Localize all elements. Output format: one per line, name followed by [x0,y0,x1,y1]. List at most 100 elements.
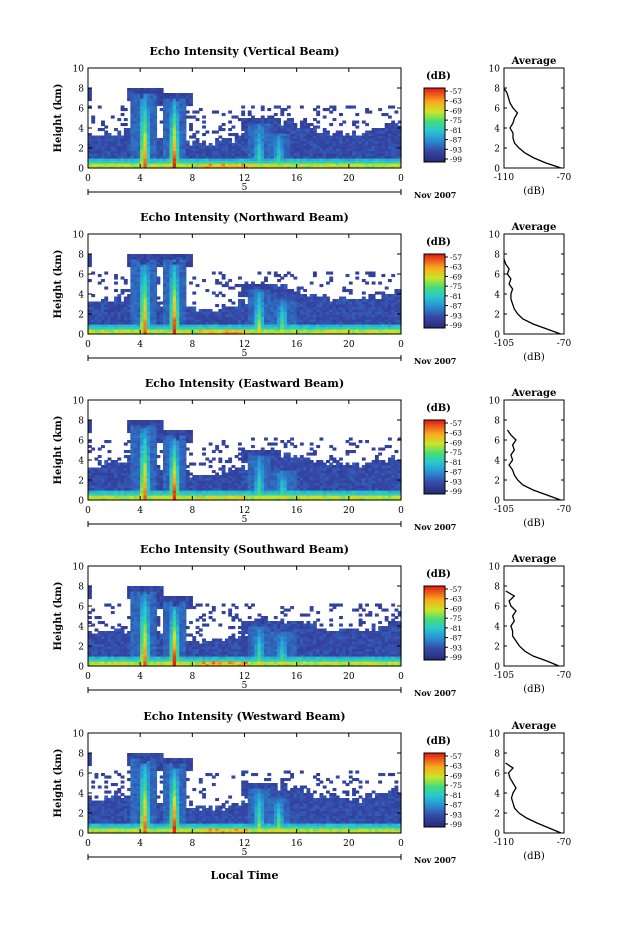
heatmap-cell [365,163,369,167]
heatmap-cell [312,306,317,310]
heatmap-cell [312,118,317,122]
heatmap-cell [127,326,131,330]
heatmap-cell [117,324,122,328]
heatmap-cell [306,143,311,147]
heatmap-cell [394,160,399,164]
heatmap-cell [101,138,105,142]
heatmap-cell [120,123,125,127]
heatmap-cell [237,155,242,159]
heatmap-cell [153,98,158,102]
heatmap-cell [371,319,376,323]
heatmap-cell [303,150,308,154]
heatmap-cell [361,309,366,313]
heatmap-cell [133,98,138,102]
heatmap-cell [286,128,291,132]
heatmap-cell [179,93,184,97]
heatmap-cell [267,165,272,169]
heatmap-cell [247,299,252,303]
heatmap-cell [133,155,138,159]
heatmap-cell [241,128,246,132]
heatmap-cell [355,321,360,325]
heatmap-cell [277,301,281,305]
heatmap-cell [130,130,135,134]
heatmap-cell [120,331,125,335]
heatmap-cell [299,130,304,134]
heatmap-cell [231,319,236,323]
heatmap-cell [185,329,190,333]
heatmap-cell [332,301,337,305]
heatmap-cell [339,301,343,305]
heatmap-cell [166,314,171,318]
heatmap-cell [123,311,128,315]
heatmap-cell [251,281,255,285]
heatmap-cell [348,138,353,142]
heatmap-cell [156,165,161,169]
heatmap-cell [339,160,343,164]
heatmap-cell [273,286,278,290]
heatmap-cell [368,301,373,305]
heatmap-cell [378,143,383,147]
heatmap-cell [231,160,236,164]
heatmap-cell [368,316,373,320]
heatmap-cell [198,319,203,323]
heatmap-cell [97,304,102,308]
heatmap-cell [290,274,295,278]
heatmap-cell [384,299,389,303]
heatmap-cell [387,279,392,283]
heatmap-cell [156,254,161,258]
heatmap-cell [241,309,246,313]
heatmap-cell [182,128,187,132]
heatmap-cell [192,321,197,325]
heatmap-cell [312,324,317,328]
heatmap-cell [309,128,314,132]
heatmap-cell [195,148,200,152]
heatmap-cell [149,165,154,169]
heatmap-cell [189,326,193,330]
heatmap-cell [189,125,193,129]
heatmap-cell [365,155,369,159]
heatmap-cell [234,165,239,169]
heatmap-cell [391,140,396,144]
heatmap-cell [286,311,291,315]
heatmap-cell [166,331,171,335]
heatmap-cell [159,314,164,318]
heatmap-cell [387,140,392,144]
heatmap-cell [211,153,216,157]
heatmap-cell [264,133,268,137]
heatmap-cell [267,284,272,288]
heatmap-cell [387,314,392,318]
heatmap-cell [221,138,226,142]
heatmap-cell [149,113,154,117]
heatmap-cell [231,158,236,162]
heatmap-cell [146,271,151,275]
heatmap-cell [244,306,249,310]
avg-profile-line [503,258,561,335]
heatmap-cell [182,331,187,335]
heatmap-cell [202,329,206,333]
heatmap-cell [169,148,174,152]
heatmap-cell [326,140,330,144]
heatmap-cell [267,299,272,303]
heatmap-cell [342,120,347,124]
heatmap-cell [329,311,334,315]
heatmap-cell [130,256,135,260]
heatmap-cell [283,128,288,132]
heatmap-cell [117,301,122,305]
heatmap-cell [179,299,184,303]
heatmap-cell [221,440,226,444]
heatmap-cell [374,306,379,310]
heatmap-cell [192,316,197,320]
x-tick-label: 20 [343,340,355,350]
heatmap-cell [185,316,190,320]
heatmap-cell [355,311,360,315]
heatmap-cell [172,158,177,162]
heatmap-cell [381,324,386,328]
heatmap-cell [159,145,164,149]
heatmap-cell [195,314,200,318]
heatmap-cell [91,145,96,149]
heatmap-cell [296,306,301,310]
heatmap-cell [264,165,268,169]
heatmap-cell [166,274,171,278]
heatmap-cell [260,105,265,109]
heatmap-cell [280,133,285,137]
